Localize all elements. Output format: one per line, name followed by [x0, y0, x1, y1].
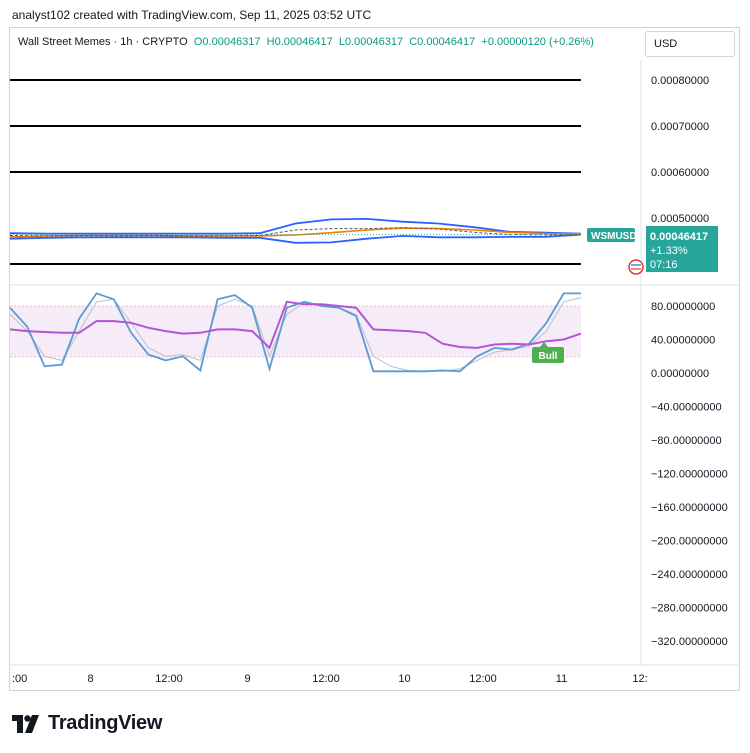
oscillator-axis-tick: −200.00000000 — [651, 536, 728, 548]
symbol-tag-label: WSMUSD — [591, 231, 637, 242]
price-series-group — [9, 217, 582, 244]
time-axis-labels: :00 8 12:00 9 12:00 10 12:00 11 12: — [12, 673, 648, 685]
symbol-legend: Wall Street Memes · 1h · CRYPTO O0.00046… — [18, 36, 594, 48]
oscillator-axis-labels: 80.00000000 40.00000000 0.00000000 −40.0000… — [651, 301, 728, 648]
time-axis-tick: 12: — [632, 673, 647, 685]
time-axis-tick: 10 — [398, 673, 410, 685]
price-axis-tick: 0.00050000 — [651, 213, 709, 225]
bull-signal-badge: Bull — [532, 342, 564, 363]
time-axis-tick: 12:00 — [155, 673, 183, 685]
bull-badge-bg — [532, 347, 564, 363]
bull-badge-label: Bull — [539, 351, 558, 362]
currency-button[interactable]: USD — [645, 31, 735, 57]
symbol-tag-bg — [587, 228, 635, 242]
close-value: C0.00046417 — [409, 36, 476, 48]
open-value: O0.00046317 — [193, 36, 261, 48]
price-tag-change: +1.33% — [650, 245, 688, 257]
time-axis-tick: 9 — [244, 673, 250, 685]
oscillator-axis-tick: −280.00000000 — [651, 603, 728, 615]
oscillator-axis-tick: −160.00000000 — [651, 502, 728, 514]
price-axis-tick: 0.00060000 — [651, 167, 709, 179]
price-axis-tick: 0.00070000 — [651, 121, 709, 133]
chart-canvas[interactable]: 0.00080000 0.00070000 0.00060000 0.00050000… — [0, 0, 750, 700]
tradingview-logo-text: TradingView — [48, 712, 163, 734]
time-axis-tick: 11 — [556, 673, 567, 685]
price-tag-bg — [646, 226, 718, 272]
rsi-line — [9, 300, 582, 350]
price-line — [9, 227, 582, 237]
alert-flag-icon[interactable] — [628, 259, 644, 275]
time-axis-tick: :00 — [12, 673, 27, 685]
price-level-lines — [10, 79, 581, 265]
time-axis-tick: 12:00 — [469, 673, 497, 685]
stoch-k-line — [9, 292, 581, 373]
oscillator-axis-tick: −240.00000000 — [651, 569, 728, 581]
oscillator-series-group — [9, 292, 582, 373]
oscillator-axis-tick: −320.00000000 — [651, 636, 728, 648]
tradingview-logo-icon — [12, 714, 39, 733]
oscillator-axis-tick: 40.00000000 — [651, 335, 715, 347]
price-axis-labels: 0.00080000 0.00070000 0.00060000 0.00050000 — [651, 75, 709, 225]
oscillator-axis-tick: −80.00000000 — [651, 435, 722, 447]
chart-credit: analyst102 created with TradingView.com,… — [12, 8, 372, 22]
oscillator-axis-tick: 0.00000000 — [651, 368, 709, 380]
oscillator-axis-tick: −120.00000000 — [651, 469, 728, 481]
tradingview-logo: TradingView — [12, 712, 162, 735]
chart-frame[interactable] — [9, 27, 740, 691]
low-value: L0.00046317 — [338, 36, 404, 48]
change-value: +0.00000120 (+0.26%) — [481, 36, 594, 48]
oscillator-band — [10, 306, 581, 357]
upper-band-line — [9, 217, 582, 235]
price-axis-tick: 0.00080000 — [651, 75, 709, 87]
stoch-d-line — [9, 297, 582, 372]
price-tag-countdown: 07:16 — [650, 259, 678, 271]
time-axis-tick: 12:00 — [312, 673, 340, 685]
oscillator-axis-tick: 80.00000000 — [651, 301, 715, 313]
bull-badge-pointer — [540, 342, 548, 347]
price-tag-value: 0.00046417 — [650, 231, 708, 243]
symbol-title: Wall Street Memes · 1h · CRYPTO — [18, 36, 188, 48]
time-axis-tick: 8 — [87, 673, 93, 685]
price-tag: WSMUSD 0.00046417 +1.33% 07:16 — [587, 226, 718, 275]
oscillator-axis-tick: −40.00000000 — [651, 402, 722, 414]
high-value: H0.00046417 — [266, 36, 333, 48]
lower-band-line — [9, 233, 582, 244]
